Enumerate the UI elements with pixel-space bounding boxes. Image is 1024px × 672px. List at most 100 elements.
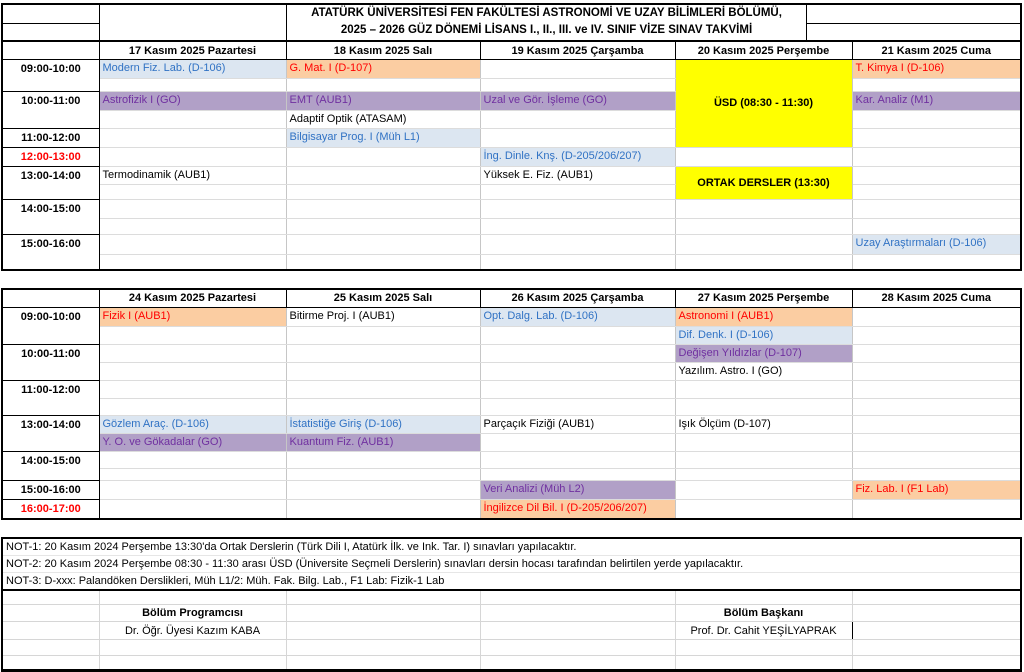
day-header-3: 20 Kasım 2025 Perşembe xyxy=(675,41,852,60)
grid-cell xyxy=(480,185,675,200)
exam-cell: Fiz. Lab. I (F1 Lab) xyxy=(852,480,1021,499)
grid-cell xyxy=(480,451,675,468)
time-label: 10:00-11:00 xyxy=(2,92,99,129)
grid-cell xyxy=(675,255,852,270)
grid-cell xyxy=(99,148,286,167)
exam-cell: Astronomi I (AUB1) xyxy=(675,307,852,326)
blank-row xyxy=(2,591,1021,605)
grid-cell xyxy=(286,468,480,480)
page-title: ATATÜRK ÜNİVERSİTESİ FEN FAKÜLTESİ ASTRO… xyxy=(287,5,807,40)
title-side-cell-left xyxy=(3,5,100,40)
grid-cell xyxy=(852,129,1021,148)
grid-cell xyxy=(99,79,286,92)
blank-row xyxy=(2,640,1021,656)
right-signature-title: Bölüm Başkanı xyxy=(675,605,852,622)
note-row-1: NOT-1: 20 Kasım 2024 Perşembe 13:30'da O… xyxy=(3,539,1020,556)
grid-cell xyxy=(852,468,1021,480)
grid-cell xyxy=(852,344,1021,362)
time-label: 15:00-16:00 xyxy=(2,480,99,499)
exam-cell: Gözlem Araç. (D-106) xyxy=(99,415,286,433)
exam-cell: Dif. Denk. I (D-106) xyxy=(675,326,852,344)
grid-cell xyxy=(286,79,480,92)
grid-cell xyxy=(286,235,480,255)
grid-cell xyxy=(480,129,675,148)
grid-cell xyxy=(99,451,286,468)
exam-cell: Fizik I (AUB1) xyxy=(99,307,286,326)
grid-cell xyxy=(286,219,480,235)
grid-cell xyxy=(480,398,675,415)
left-signature-title: Bölüm Programcısı xyxy=(99,605,286,622)
grid-cell xyxy=(286,326,480,344)
grid-cell xyxy=(286,344,480,362)
grid-cell xyxy=(99,200,286,219)
exam-cell: Kuantum Fiz. (AUB1) xyxy=(286,433,480,451)
time-column-header xyxy=(2,41,99,60)
exam-cell: Astrofizik I (GO) xyxy=(99,92,286,111)
grid-cell xyxy=(480,235,675,255)
grid-cell xyxy=(675,451,852,468)
day-header-4: 21 Kasım 2025 Cuma xyxy=(852,41,1021,60)
left-signature-name: Dr. Öğr. Üyesi Kazım KABA xyxy=(99,622,286,640)
table-gap xyxy=(1,271,1022,288)
grid-cell xyxy=(852,185,1021,200)
grid-cell xyxy=(286,499,480,519)
exam-cell: Veri Analizi (Müh L2) xyxy=(480,480,675,499)
grid-cell xyxy=(852,111,1021,129)
grid-cell xyxy=(852,167,1021,185)
exam-cell: Bitirme Proj. I (AUB1) xyxy=(286,307,480,326)
grid-cell xyxy=(675,380,852,398)
day-header-0: 24 Kasım 2025 Pazartesi xyxy=(99,289,286,308)
grid-cell xyxy=(99,398,286,415)
grid-cell xyxy=(480,255,675,270)
exam-cell: Uzal ve Gör. İşleme (GO) xyxy=(480,92,675,111)
grid-cell xyxy=(480,362,675,380)
exam-cell: Yüksek E. Fiz. (AUB1) xyxy=(480,167,675,185)
grid-cell xyxy=(99,111,286,129)
day-header-4: 28 Kasım 2025 Cuma xyxy=(852,289,1021,308)
time-label: 12:00-13:00 xyxy=(2,148,99,167)
time-label: 16:00-17:00 xyxy=(2,499,99,519)
grid-cell xyxy=(675,398,852,415)
grid-cell xyxy=(675,468,852,480)
grid-cell xyxy=(852,398,1021,415)
exam-cell: T. Kimya I (D-106) xyxy=(852,60,1021,79)
grid-cell xyxy=(852,451,1021,468)
day-header-1: 18 Kasım 2025 Salı xyxy=(286,41,480,60)
time-label: 13:00-14:00 xyxy=(2,415,99,451)
grid-cell xyxy=(99,129,286,148)
grid-cell xyxy=(286,451,480,468)
exam-cell: EMT (AUB1) xyxy=(286,92,480,111)
exam-cell: Opt. Dalg. Lab. (D-106) xyxy=(480,307,675,326)
exam-cell: Uzay Araştırmaları (D-106) xyxy=(852,235,1021,255)
grid-cell xyxy=(480,219,675,235)
grid-cell xyxy=(852,380,1021,398)
grid-cell xyxy=(480,79,675,92)
grid-cell xyxy=(99,235,286,255)
grid-cell xyxy=(99,219,286,235)
grid-cell xyxy=(675,219,852,235)
day-header-1: 25 Kasım 2025 Salı xyxy=(286,289,480,308)
exam-cell: Adaptif Optik (ATASAM) xyxy=(286,111,480,129)
grid-cell xyxy=(852,415,1021,433)
day-header-2: 19 Kasım 2025 Çarşamba xyxy=(480,41,675,60)
grid-cell xyxy=(286,380,480,398)
grid-cell xyxy=(480,380,675,398)
exam-cell: Değişen Yıldızlar (D-107) xyxy=(675,344,852,362)
time-label: 11:00-12:00 xyxy=(2,380,99,415)
grid-cell xyxy=(675,200,852,219)
grid-cell xyxy=(852,200,1021,219)
grid-cell xyxy=(480,468,675,480)
exam-cell: Termodinamik (AUB1) xyxy=(99,167,286,185)
grid-cell xyxy=(99,362,286,380)
grid-cell xyxy=(480,344,675,362)
time-label: 13:00-14:00 xyxy=(2,167,99,200)
signature-area: Bölüm Programcısı Bölüm Başkanı Dr. Öğr.… xyxy=(1,591,1022,672)
grid-cell xyxy=(286,398,480,415)
grid-cell xyxy=(99,326,286,344)
title-side-cell-right xyxy=(807,5,1020,40)
grid-cell xyxy=(99,468,286,480)
exam-cell: İng. Dinle. Knş. (D-205/206/207) xyxy=(480,148,675,167)
exam-cell: ORTAK DERSLER (13:30) xyxy=(675,167,852,200)
